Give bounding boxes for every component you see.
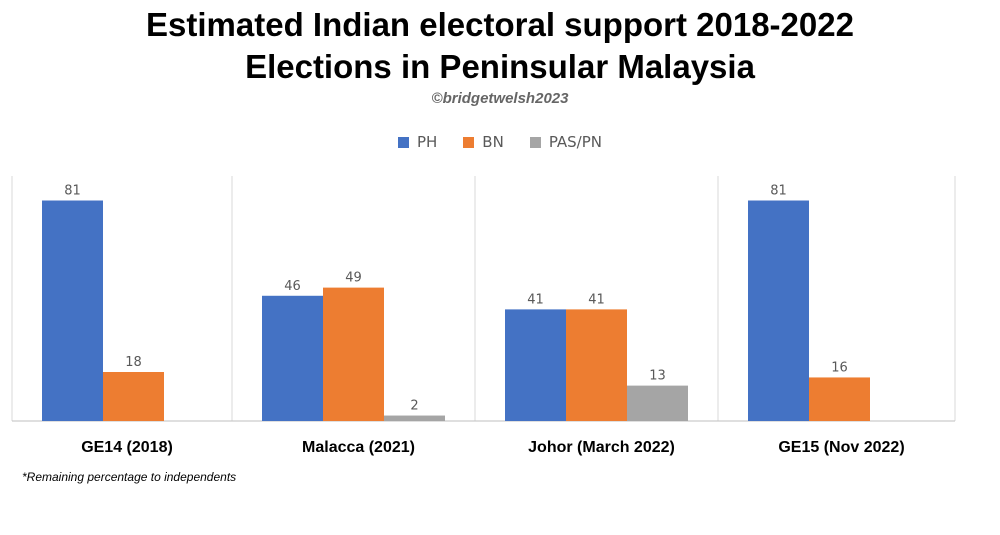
chart-title: Estimated Indian electoral support 2018-… <box>0 4 1000 88</box>
data-label-bn: 49 <box>345 271 362 286</box>
data-label-ph: 41 <box>527 292 544 307</box>
legend-label-ph: PH <box>416 133 438 151</box>
legend-item-ph: PH <box>397 133 438 151</box>
bar-ph <box>262 295 323 421</box>
category-label: GE14 (2018) <box>81 439 173 456</box>
category-label: Malacca (2021) <box>302 439 415 456</box>
legend: PH BN PAS/PN <box>0 133 1000 151</box>
bar-ph <box>505 309 566 421</box>
credit-text: ©bridgetwelsh2023 <box>431 90 569 107</box>
legend-swatch-bn <box>463 136 475 148</box>
bar-bn <box>103 372 164 421</box>
bar-bn <box>566 309 627 421</box>
bar-ph <box>748 200 809 421</box>
legend-swatch-ph <box>397 136 409 148</box>
bar-ph <box>42 200 103 421</box>
data-label-bn: 18 <box>125 355 142 370</box>
category-label: Johor (March 2022) <box>528 439 675 456</box>
legend-item-paspn: PAS/PN <box>529 133 603 151</box>
footnote: *Remaining percentage to independents <box>22 470 237 484</box>
legend-item-bn: BN <box>463 133 504 151</box>
data-label-ph: 81 <box>64 184 81 199</box>
data-label-bn: 16 <box>831 360 848 375</box>
data-label-bn: 41 <box>588 292 605 307</box>
legend-label-paspn: PAS/PN <box>548 133 603 151</box>
bar-pas-pn <box>627 385 688 421</box>
data-label-pas-pn: 13 <box>649 369 666 384</box>
bar-bn <box>809 377 870 421</box>
legend-label-bn: BN <box>482 133 504 151</box>
category-label: GE15 (Nov 2022) <box>778 439 904 456</box>
title-line-1: Estimated Indian electoral support 2018-… <box>146 6 854 43</box>
title-line-2: Elections in Peninsular Malaysia <box>245 48 755 85</box>
data-label-ph: 46 <box>284 279 301 294</box>
bar-pas-pn <box>384 415 445 421</box>
legend-swatch-paspn <box>529 136 541 148</box>
data-label-pas-pn: 2 <box>410 399 418 414</box>
data-label-ph: 81 <box>770 184 787 199</box>
bar-bn <box>323 287 384 421</box>
